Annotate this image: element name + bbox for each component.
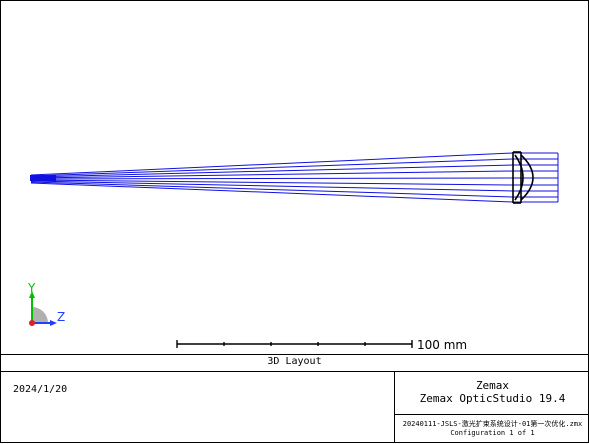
axis-triad: Y Z [27, 281, 65, 326]
product-name: Zemax OpticStudio 19.4 [419, 392, 566, 405]
scale-bar-label: 100 mm [417, 338, 467, 352]
info-left-cell: 2024/1/20 [0, 371, 394, 443]
view-title: 3D Layout [267, 356, 322, 367]
scale-bar [176, 340, 413, 348]
source-point [30, 175, 56, 181]
date-label: 2024/1/20 [13, 384, 68, 395]
axis-z-label: Z [57, 310, 65, 324]
view-title-bar: 3D Layout [0, 354, 589, 372]
info-right-cell: Zemax Zemax OpticStudio 19.4 20240111-JS… [394, 371, 589, 443]
file-name: 20240111-JSLS-激光扩束系统设计-01第一次优化.zmx [402, 420, 583, 428]
ray-bundle [30, 152, 559, 203]
lens-element [512, 151, 534, 204]
file-info-box: 20240111-JSLS-激光扩束系统设计-01第一次优化.zmx Confi… [395, 414, 589, 444]
configuration-label: Configuration 1 of 1 [450, 429, 535, 437]
company-name: Zemax [475, 379, 510, 392]
axis-y-label: Y [27, 281, 36, 295]
layout-viewport: Y Z 100 mm [27, 151, 559, 352]
axis-triad-disc [32, 307, 48, 323]
